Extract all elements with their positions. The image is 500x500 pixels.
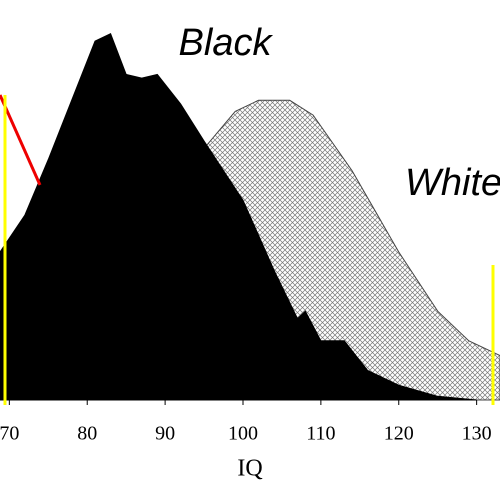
- x-tick-label: 70: [0, 423, 19, 445]
- series-label: Black: [179, 22, 274, 64]
- x-tick-label: 100: [228, 423, 258, 445]
- x-tick-label: 120: [384, 423, 414, 445]
- x-axis-label: IQ: [237, 456, 262, 482]
- x-tick-label: 130: [462, 423, 492, 445]
- x-tick-label: 80: [77, 423, 97, 445]
- area: [0, 33, 477, 401]
- x-tick-label: 110: [306, 423, 335, 445]
- x-tick-label: 90: [155, 423, 175, 445]
- series-label: White: [405, 162, 500, 204]
- red-line: [0, 94, 42, 186]
- plot-area: [0, 33, 500, 401]
